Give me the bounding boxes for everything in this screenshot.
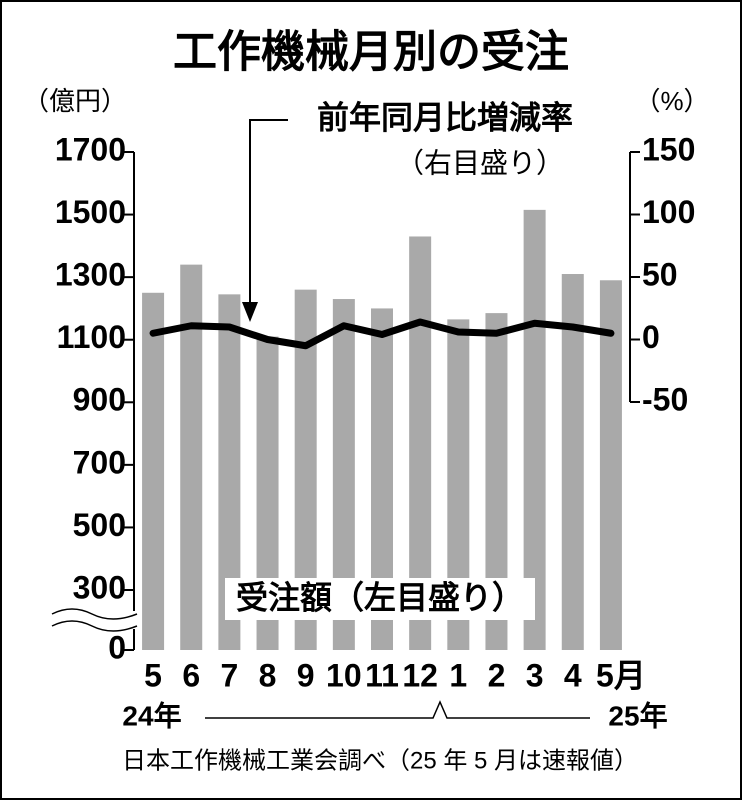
x-tick-label: 5 bbox=[144, 657, 162, 693]
axis-break bbox=[51, 620, 138, 632]
y-tick-label: 300 bbox=[73, 569, 126, 605]
y-tick-label: 0 bbox=[108, 629, 126, 665]
bar bbox=[180, 264, 203, 650]
x-tick-label: 2 bbox=[488, 657, 506, 693]
y2-tick-label: 100 bbox=[642, 194, 695, 230]
bar bbox=[599, 280, 622, 650]
x-tick-label: 1 bbox=[449, 657, 467, 693]
y-tick-label: 1300 bbox=[55, 257, 126, 293]
bar bbox=[256, 336, 279, 650]
axis-break bbox=[51, 608, 138, 620]
chart-title: 工作機械月別の受注 bbox=[173, 28, 569, 77]
bar bbox=[485, 313, 508, 650]
line bbox=[149, 318, 615, 350]
bar bbox=[409, 236, 432, 650]
x-tick-label: 4 bbox=[564, 657, 582, 693]
series-label: 受注額（左目盛り） bbox=[236, 579, 524, 615]
y2-unit: （%） bbox=[634, 86, 709, 116]
bar bbox=[523, 209, 546, 650]
x-tick-label: 6 bbox=[182, 657, 200, 693]
y-unit: （億円） bbox=[23, 86, 127, 116]
x-tick-label: 5月 bbox=[596, 657, 646, 693]
year-label: 25年 bbox=[608, 699, 667, 731]
annotation-arrow bbox=[249, 119, 288, 305]
label-bg bbox=[225, 578, 535, 620]
x-tick-label: 7 bbox=[220, 657, 238, 693]
annotation: （右目盛り） bbox=[396, 147, 564, 178]
axis-break-gap bbox=[50, 611, 138, 629]
bar bbox=[142, 292, 165, 650]
x-tick-label: 12 bbox=[402, 657, 438, 693]
bar bbox=[294, 289, 317, 650]
x-tick-label: 11 bbox=[365, 657, 399, 693]
y2-tick-label: 150 bbox=[642, 131, 695, 167]
x-tick-label: 8 bbox=[259, 657, 277, 693]
y-tick-label: 1500 bbox=[55, 194, 126, 230]
x-tick-label: 3 bbox=[526, 657, 544, 693]
y-tick-label: 1100 bbox=[57, 319, 126, 355]
bar bbox=[561, 274, 584, 650]
y2-tick-label: -50 bbox=[642, 381, 688, 417]
y-tick-label: 900 bbox=[73, 382, 126, 418]
bar bbox=[447, 319, 470, 650]
y-tick-label: 500 bbox=[73, 507, 126, 543]
bar bbox=[218, 294, 241, 650]
x-tick-label: 9 bbox=[297, 657, 315, 693]
y-tick-label: 700 bbox=[73, 444, 126, 480]
y2-tick-label: 50 bbox=[642, 256, 678, 292]
source: 日本工作機械工業会調べ（25 年 5 月は速報値） bbox=[122, 747, 638, 774]
bar bbox=[371, 308, 393, 650]
y2-tick-label: 0 bbox=[642, 319, 660, 355]
y-tick-label: 1700 bbox=[55, 131, 126, 167]
bar bbox=[332, 299, 355, 650]
arrow-head bbox=[242, 302, 258, 322]
x-tick-label: 10 bbox=[326, 657, 362, 693]
year-label: 24年 bbox=[122, 699, 181, 731]
year-divider bbox=[205, 700, 590, 719]
series-label: 前年同月比増減率 bbox=[317, 99, 573, 135]
